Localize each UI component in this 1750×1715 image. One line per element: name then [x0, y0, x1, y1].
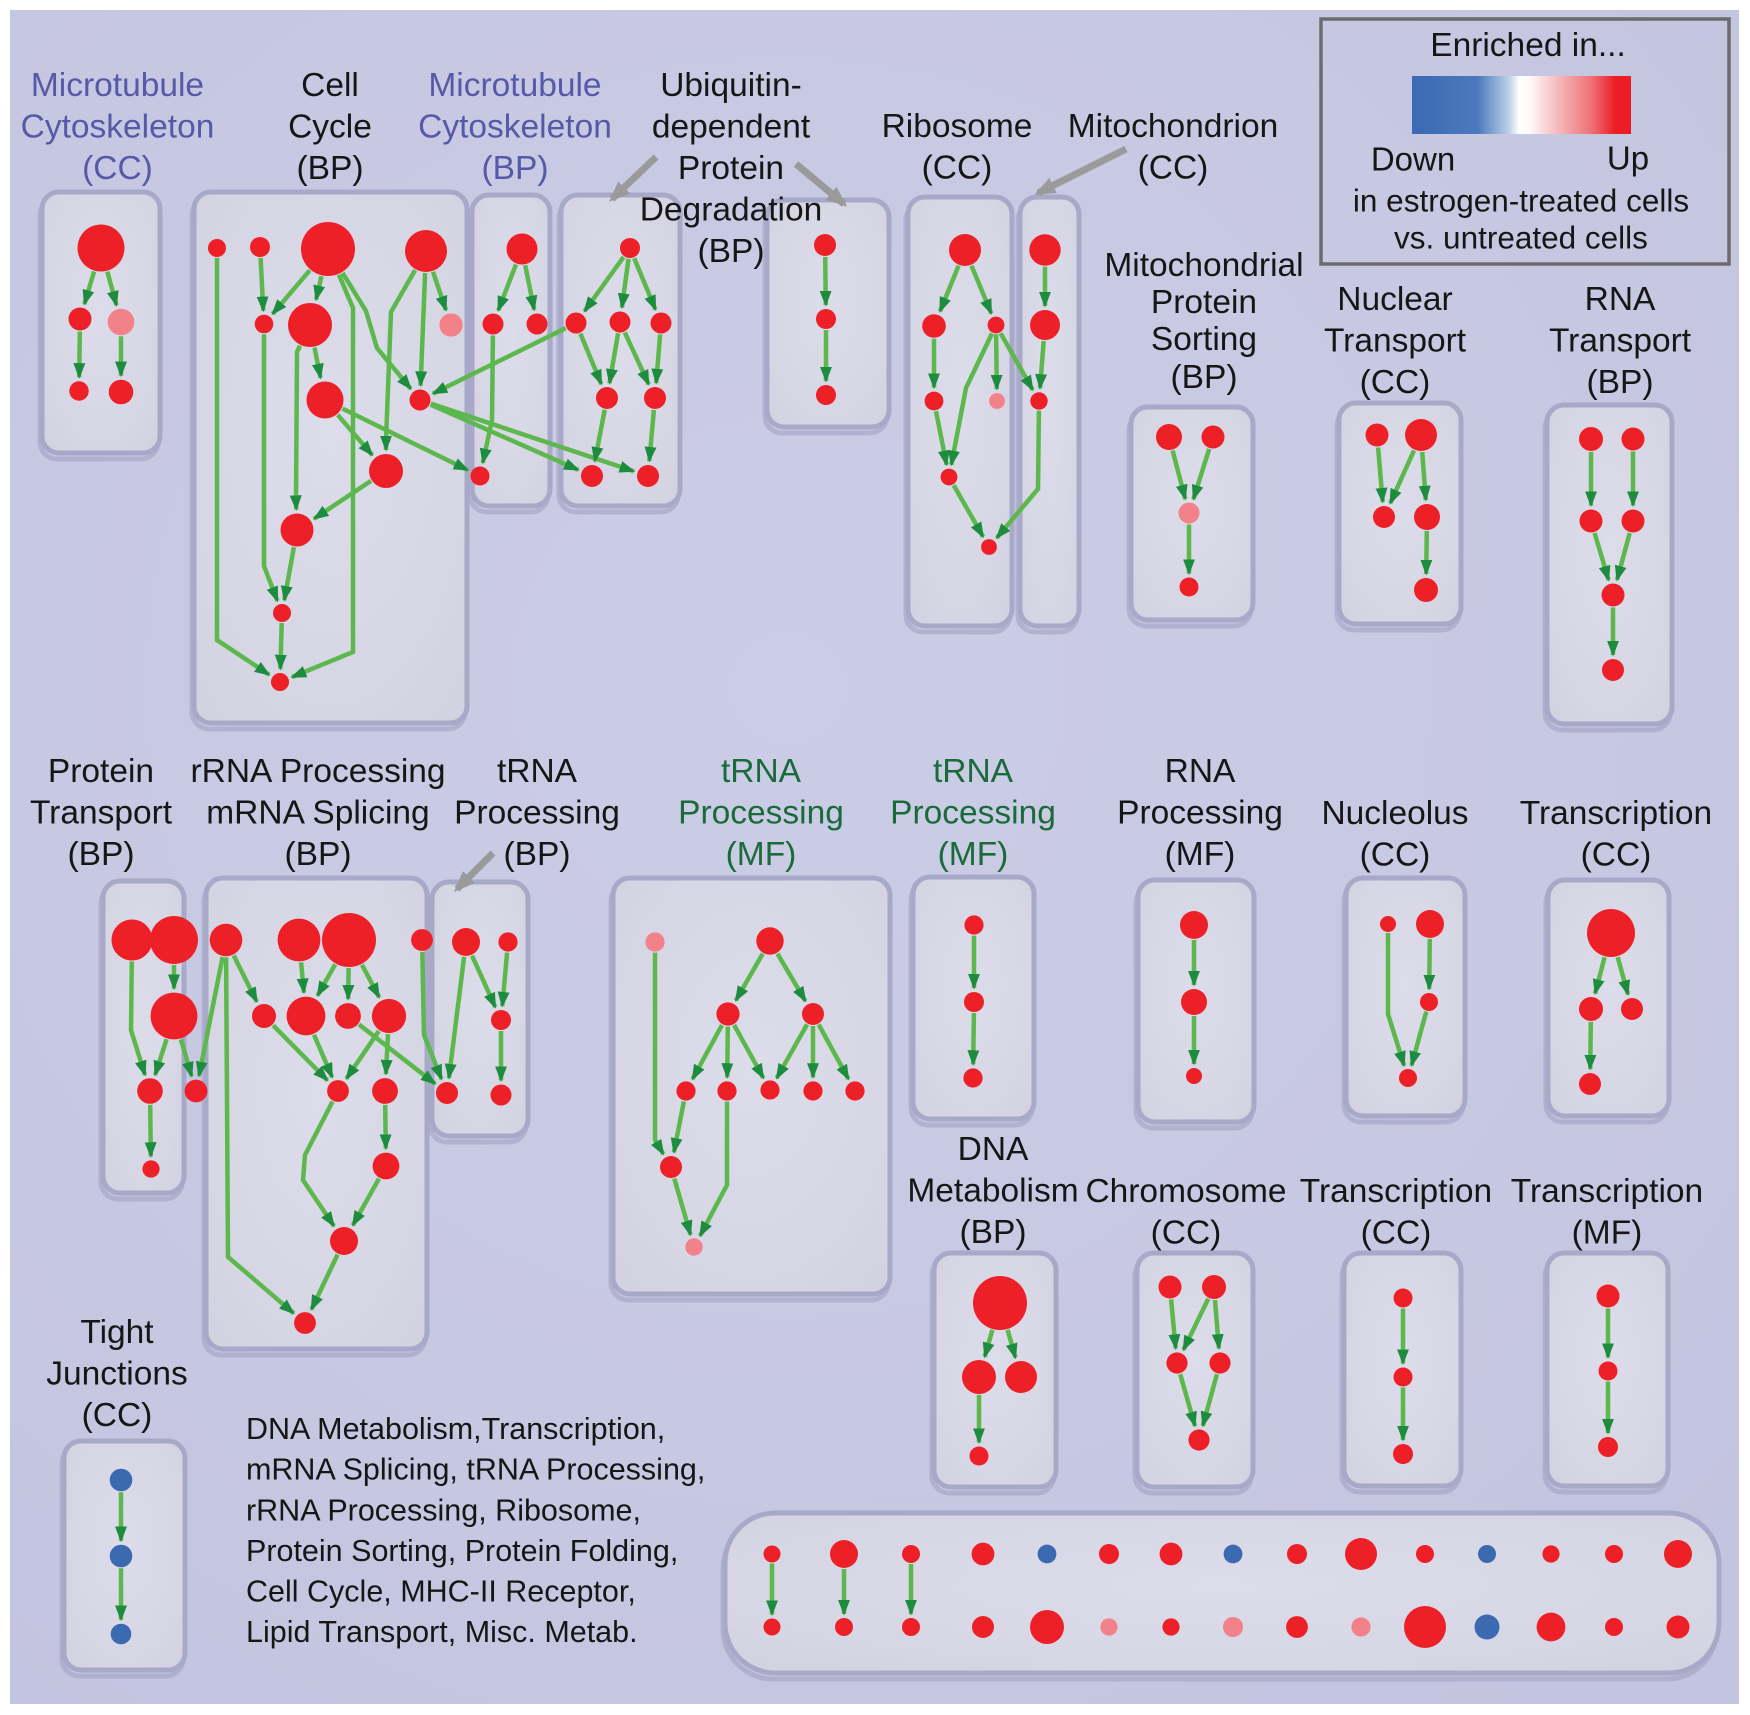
svg-text:vs. untreated cells: vs. untreated cells — [1394, 219, 1648, 255]
svg-text:Metabolism: Metabolism — [907, 1172, 1078, 1209]
svg-text:tRNA: tRNA — [933, 753, 1014, 790]
svg-text:(MF): (MF) — [1165, 836, 1236, 873]
svg-text:Ribosome: Ribosome — [882, 108, 1033, 145]
svg-text:dependent: dependent — [652, 108, 811, 145]
svg-text:Processing: Processing — [890, 794, 1056, 831]
svg-text:Ubiquitin-: Ubiquitin- — [660, 67, 802, 104]
svg-text:Up: Up — [1607, 140, 1649, 177]
svg-text:(CC): (CC) — [82, 1397, 153, 1434]
svg-text:Down: Down — [1371, 141, 1455, 178]
svg-text:Protein: Protein — [678, 150, 784, 187]
svg-text:RNA: RNA — [1585, 281, 1656, 318]
svg-text:Protein Sorting, Protein Foldi: Protein Sorting, Protein Folding, — [246, 1534, 678, 1568]
svg-text:rRNA Processing, Ribosome,: rRNA Processing, Ribosome, — [246, 1493, 641, 1527]
svg-text:tRNA: tRNA — [497, 753, 578, 790]
svg-text:Transcription: Transcription — [1511, 1173, 1703, 1210]
svg-text:(BP): (BP) — [960, 1214, 1027, 1251]
svg-text:Transport: Transport — [30, 794, 173, 831]
svg-text:Chromosome: Chromosome — [1085, 1173, 1286, 1210]
svg-text:Cell Cycle, MHC-II Receptor,: Cell Cycle, MHC-II Receptor, — [246, 1574, 636, 1608]
svg-text:(BP): (BP) — [1587, 364, 1654, 401]
svg-text:(CC): (CC) — [1151, 1214, 1222, 1251]
svg-text:Protein: Protein — [48, 753, 154, 790]
svg-text:Mitochondrion: Mitochondrion — [1068, 108, 1278, 145]
svg-text:(BP): (BP) — [297, 150, 364, 187]
svg-text:(BP): (BP) — [1171, 359, 1238, 396]
svg-text:(BP): (BP) — [285, 836, 352, 873]
svg-text:Processing: Processing — [454, 794, 620, 831]
svg-text:Transport: Transport — [1549, 322, 1692, 359]
svg-text:Cytoskeleton: Cytoskeleton — [418, 108, 612, 145]
svg-text:Mitochondrial: Mitochondrial — [1104, 247, 1303, 284]
svg-text:Processing: Processing — [678, 794, 844, 831]
svg-text:Cytoskeleton: Cytoskeleton — [21, 108, 215, 145]
svg-text:Nuclear: Nuclear — [1337, 281, 1452, 318]
svg-text:DNA: DNA — [958, 1131, 1029, 1168]
svg-text:Enriched in...: Enriched in... — [1430, 27, 1626, 64]
svg-text:Transcription: Transcription — [1300, 1173, 1492, 1210]
svg-text:Transcription: Transcription — [1520, 795, 1712, 832]
svg-text:(CC): (CC) — [1138, 149, 1209, 186]
svg-text:mRNA Splicing, tRNA Processing: mRNA Splicing, tRNA Processing, — [246, 1453, 705, 1487]
svg-text:(BP): (BP) — [68, 836, 135, 873]
svg-text:(BP): (BP) — [482, 150, 549, 187]
svg-text:Sorting: Sorting — [1151, 321, 1257, 358]
svg-text:mRNA Splicing: mRNA Splicing — [206, 794, 429, 831]
svg-text:(CC): (CC) — [1360, 364, 1431, 401]
svg-text:(MF): (MF) — [726, 836, 797, 873]
svg-text:DNA Metabolism,Transcription,: DNA Metabolism,Transcription, — [246, 1412, 665, 1446]
svg-text:in estrogen-treated cells: in estrogen-treated cells — [1353, 182, 1689, 218]
svg-text:Microtubule: Microtubule — [428, 67, 601, 104]
svg-text:(BP): (BP) — [698, 233, 765, 270]
svg-text:Lipid Transport, Misc. Metab.: Lipid Transport, Misc. Metab. — [246, 1615, 638, 1649]
svg-text:Degradation: Degradation — [640, 191, 823, 228]
svg-text:(MF): (MF) — [1572, 1214, 1643, 1251]
svg-text:Nucleolus: Nucleolus — [1321, 795, 1468, 832]
svg-text:Processing: Processing — [1117, 794, 1283, 831]
svg-text:Cell: Cell — [301, 67, 359, 104]
svg-text:Junctions: Junctions — [46, 1355, 188, 1392]
svg-text:rRNA Processing: rRNA Processing — [190, 753, 445, 790]
svg-text:Tight: Tight — [80, 1314, 154, 1351]
svg-text:(BP): (BP) — [504, 836, 571, 873]
svg-text:Transport: Transport — [1324, 322, 1467, 359]
svg-text:(MF): (MF) — [938, 836, 1009, 873]
svg-text:Microtubule: Microtubule — [31, 67, 204, 104]
svg-text:(CC): (CC) — [1581, 836, 1652, 873]
svg-text:Protein: Protein — [1151, 284, 1257, 321]
svg-text:(CC): (CC) — [922, 149, 993, 186]
svg-text:RNA: RNA — [1165, 753, 1236, 790]
svg-text:tRNA: tRNA — [721, 753, 802, 790]
svg-text:(CC): (CC) — [82, 150, 153, 187]
svg-text:(CC): (CC) — [1360, 836, 1431, 873]
svg-text:(CC): (CC) — [1361, 1214, 1432, 1251]
svg-text:Cycle: Cycle — [288, 108, 372, 145]
